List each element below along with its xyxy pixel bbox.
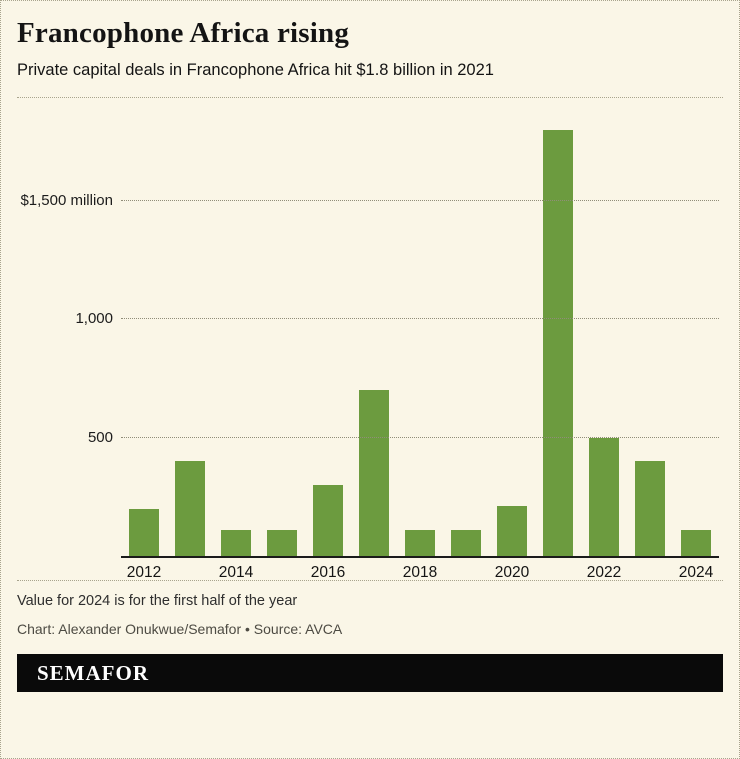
bar-column-2015	[259, 106, 305, 556]
x-tick-label-2019	[443, 564, 489, 584]
bar-2016	[313, 484, 343, 556]
x-tick-label-2012: 2012	[126, 563, 162, 581]
bar-2018	[405, 529, 435, 556]
x-tick-label-2013	[167, 564, 213, 584]
chart-subtitle: Private capital deals in Francophone Afr…	[17, 61, 494, 80]
page-title: Francophone Africa rising	[17, 17, 350, 49]
bar-2020	[497, 506, 527, 556]
gridline-1500	[121, 199, 719, 201]
bar-column-2017	[351, 106, 397, 556]
bar-column-2021	[535, 106, 581, 556]
bar-column-2023	[627, 106, 673, 556]
x-tick-label-2014: 2014	[218, 563, 254, 581]
bar-column-2014	[213, 106, 259, 556]
x-tick-label-2018: 2018	[402, 563, 438, 581]
semafor-logo-bar: SEMAFOR	[17, 654, 723, 692]
bar-2013	[175, 461, 205, 556]
bar-2024	[681, 529, 711, 556]
bar-2012	[129, 508, 159, 556]
plot-area	[121, 106, 719, 558]
bar-column-2024	[673, 106, 719, 556]
bar-2017	[359, 390, 389, 556]
bar-column-2020	[489, 106, 535, 556]
y-tick-label-1000: 1,000	[75, 310, 113, 328]
bar-column-2013	[167, 106, 213, 556]
x-tick-label-2023	[627, 564, 673, 584]
gridline-500	[121, 436, 719, 438]
bar-2021	[543, 129, 573, 556]
bar-column-2016	[305, 106, 351, 556]
footnote: Value for 2024 is for the first half of …	[17, 592, 298, 609]
x-tick-label-2024: 2024	[678, 563, 714, 581]
gridline-1000	[121, 318, 719, 320]
bar-2023	[635, 461, 665, 556]
bar-column-2019	[443, 106, 489, 556]
x-tick-label-2015	[259, 564, 305, 584]
bar-chart: 500 1,000 $1,500 million 2012 2014 2016 2018 2…	[17, 98, 723, 581]
bar-column-2022	[581, 106, 627, 556]
bar-2015	[267, 529, 297, 556]
bar-column-2012	[121, 106, 167, 556]
y-tick-label-1500: $1,500 million	[20, 191, 113, 209]
credit-line: Chart: Alexander Onukwue/Semafor • Sourc…	[17, 620, 343, 637]
bars-group	[121, 106, 719, 556]
x-tick-label-2021	[535, 564, 581, 584]
y-axis: 500 1,000 $1,500 million	[17, 106, 113, 556]
bar-2022	[589, 437, 619, 556]
bar-column-2018	[397, 106, 443, 556]
x-tick-label-2020: 2020	[494, 563, 530, 581]
x-tick-label-2016: 2016	[310, 563, 346, 581]
top-divider	[17, 96, 723, 98]
bottom-divider	[17, 579, 723, 581]
semafor-logo: SEMAFOR	[37, 660, 149, 685]
bar-2019	[451, 529, 481, 556]
x-tick-label-2022: 2022	[586, 563, 622, 581]
bar-2014	[221, 529, 251, 556]
x-tick-label-2017	[351, 564, 397, 584]
y-tick-label-500: 500	[87, 428, 113, 446]
x-axis: 2012 2014 2016 2018 2020 2022 2024	[121, 564, 719, 584]
